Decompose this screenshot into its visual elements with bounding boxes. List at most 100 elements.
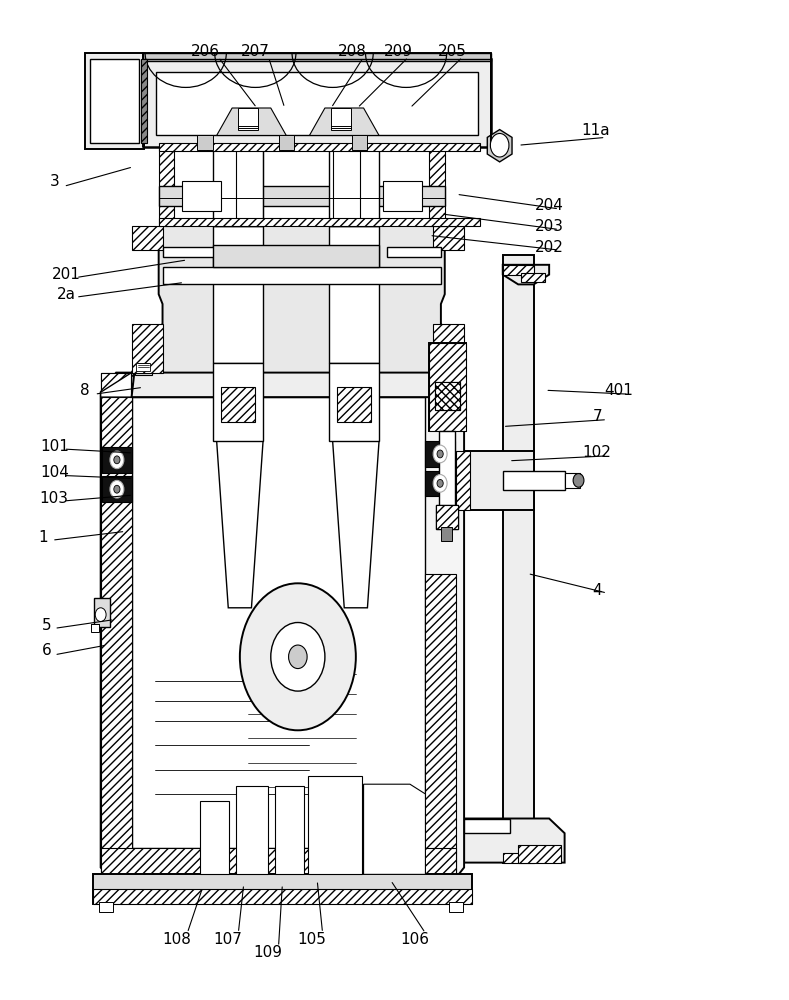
Bar	[132, 397, 425, 848]
Bar	[163, 247, 217, 257]
Bar	[95, 598, 110, 627]
Bar	[213, 245, 379, 267]
Circle shape	[433, 475, 447, 492]
Bar	[441, 527, 452, 541]
Bar	[429, 343, 466, 431]
Bar	[159, 218, 480, 226]
Bar	[436, 505, 458, 529]
Bar	[439, 431, 454, 510]
Bar	[221, 387, 256, 422]
Bar	[436, 505, 458, 529]
Text: 205: 205	[438, 44, 467, 59]
Bar	[329, 363, 379, 441]
Bar	[159, 147, 174, 226]
Text: 106: 106	[400, 932, 429, 947]
Polygon shape	[503, 265, 549, 284]
Bar	[503, 255, 533, 863]
Text: 108: 108	[162, 932, 191, 947]
Bar	[132, 324, 163, 373]
Text: 6: 6	[42, 643, 51, 658]
Bar	[213, 363, 263, 441]
Text: 5: 5	[42, 618, 51, 633]
Polygon shape	[364, 784, 425, 874]
Bar	[103, 447, 132, 473]
Circle shape	[110, 480, 124, 498]
Circle shape	[491, 133, 509, 157]
Bar	[159, 186, 445, 206]
Circle shape	[110, 451, 124, 469]
Bar	[336, 387, 372, 422]
Polygon shape	[488, 130, 512, 162]
Bar	[433, 226, 464, 250]
Text: 2a: 2a	[56, 287, 76, 302]
Bar	[352, 135, 368, 150]
Bar	[331, 108, 351, 130]
Text: 1: 1	[38, 530, 47, 545]
Polygon shape	[101, 373, 132, 397]
Bar	[433, 324, 464, 373]
Polygon shape	[217, 108, 286, 135]
Bar	[329, 147, 379, 226]
Circle shape	[114, 456, 120, 464]
Bar	[425, 574, 456, 877]
Bar	[141, 59, 147, 143]
Polygon shape	[464, 818, 565, 863]
Bar	[85, 53, 144, 149]
Bar	[101, 373, 456, 397]
Bar	[159, 143, 480, 151]
Text: 4: 4	[593, 583, 602, 598]
Text: 8: 8	[80, 383, 90, 398]
Bar	[429, 343, 466, 431]
Text: 201: 201	[51, 267, 80, 282]
Bar	[181, 182, 221, 211]
Bar	[90, 59, 140, 143]
Bar	[456, 451, 470, 510]
Text: 104: 104	[40, 465, 69, 480]
Bar	[387, 247, 441, 257]
Polygon shape	[101, 373, 464, 877]
Bar	[425, 471, 454, 496]
Polygon shape	[333, 441, 379, 608]
Bar	[144, 59, 491, 147]
Bar	[101, 373, 132, 877]
Bar	[503, 853, 533, 863]
Bar	[197, 135, 213, 150]
Text: 101: 101	[40, 439, 69, 454]
Text: 206: 206	[191, 44, 219, 59]
Bar	[449, 902, 462, 912]
Text: 401: 401	[604, 383, 633, 398]
Circle shape	[114, 485, 120, 493]
Bar	[99, 902, 113, 912]
Text: 202: 202	[535, 240, 563, 255]
Bar	[383, 182, 421, 211]
Bar	[132, 226, 163, 250]
Bar	[93, 889, 472, 904]
Text: 105: 105	[297, 932, 326, 947]
Bar	[503, 471, 565, 490]
Text: 3: 3	[50, 174, 59, 189]
Bar	[213, 226, 263, 363]
Bar	[503, 265, 533, 275]
Circle shape	[573, 474, 584, 487]
Bar	[136, 363, 150, 371]
Bar	[436, 382, 460, 410]
Bar	[425, 441, 454, 467]
Circle shape	[289, 645, 307, 669]
Bar	[308, 776, 362, 874]
Text: 103: 103	[39, 491, 69, 506]
Circle shape	[437, 450, 443, 458]
Bar	[238, 108, 259, 130]
Circle shape	[437, 479, 443, 487]
Circle shape	[240, 583, 356, 730]
Bar	[135, 363, 151, 375]
Text: 102: 102	[582, 445, 611, 460]
Bar	[93, 874, 472, 904]
Bar	[436, 382, 460, 410]
Bar	[144, 53, 491, 61]
Bar	[213, 147, 263, 226]
Polygon shape	[132, 226, 464, 373]
Bar	[92, 624, 99, 632]
Text: 7: 7	[593, 409, 602, 424]
Polygon shape	[132, 363, 464, 397]
Bar	[518, 845, 561, 863]
